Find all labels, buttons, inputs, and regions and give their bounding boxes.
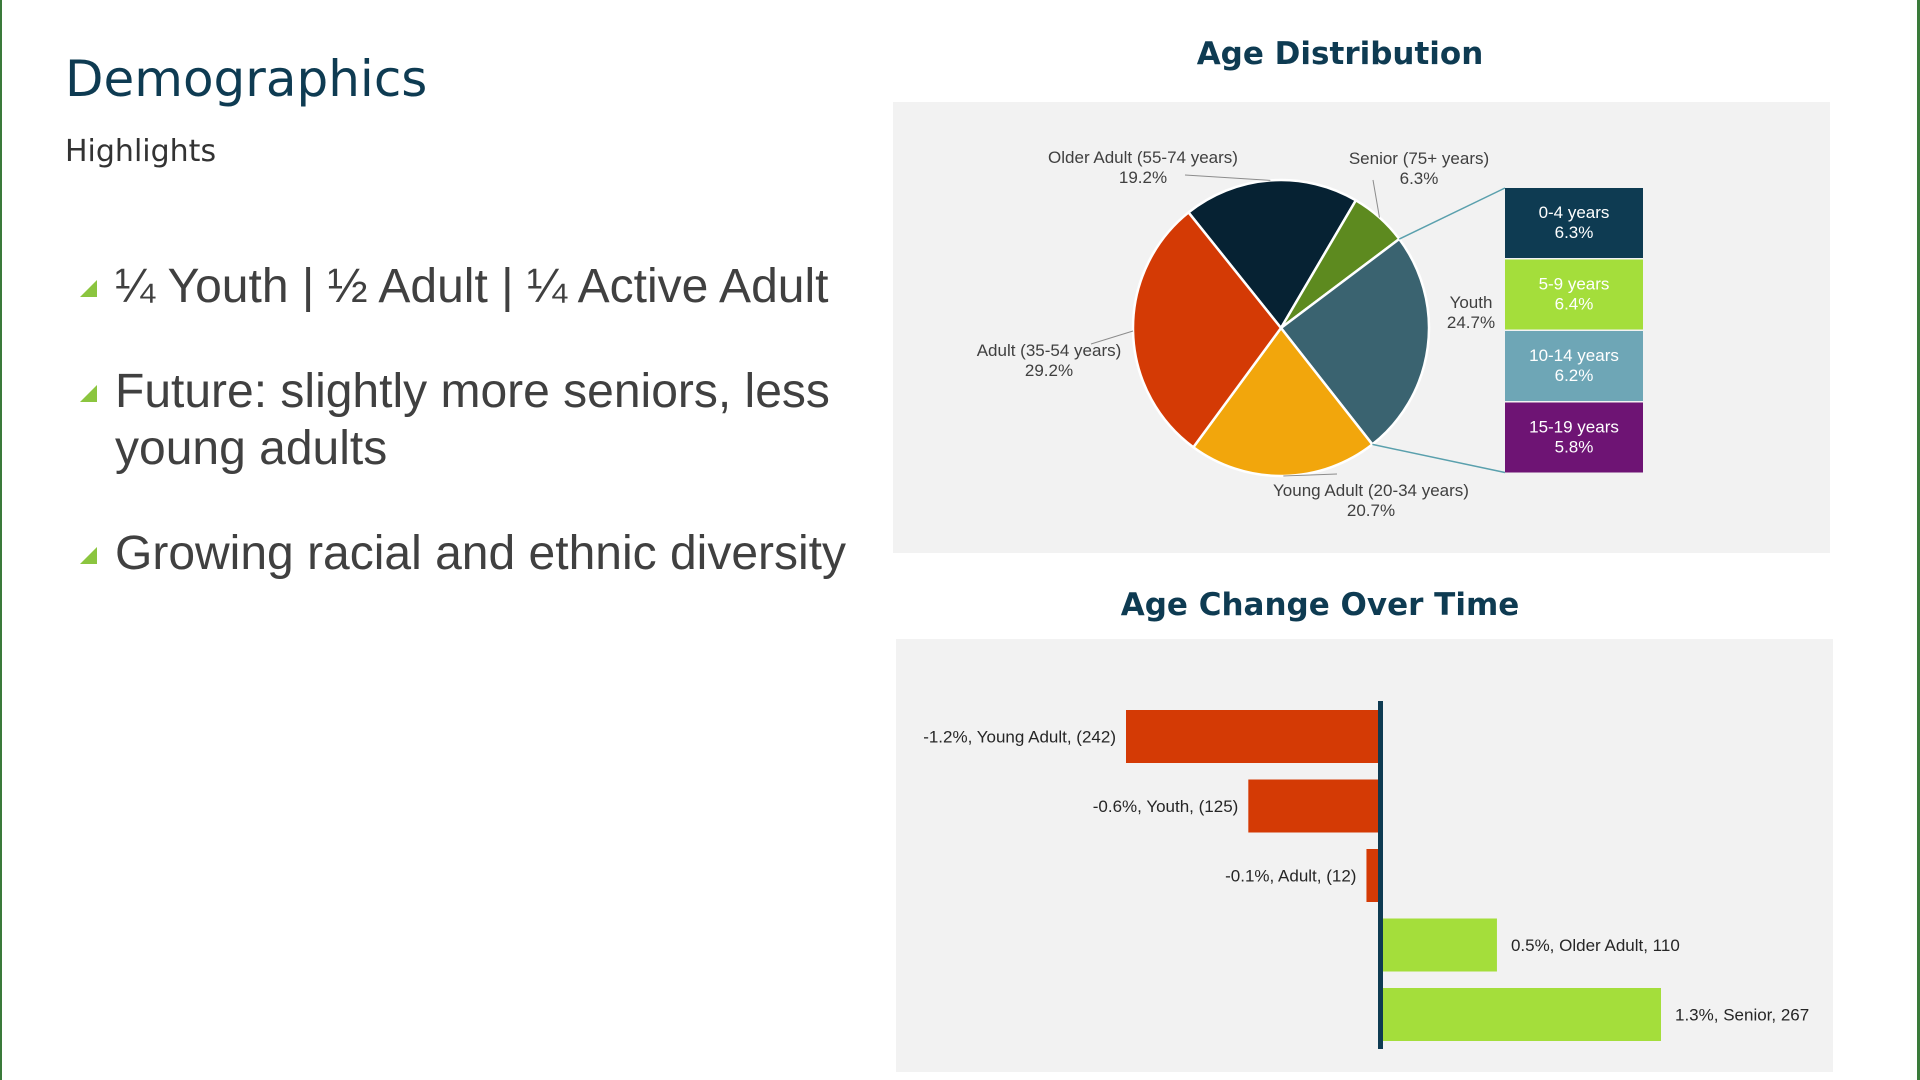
pie-label-name: Young Adult (20-34 years) [1273, 481, 1469, 500]
breakdown-label-value: 6.3% [1555, 223, 1594, 242]
pie-leader-line [1283, 473, 1338, 477]
pie-label-value: 29.2% [1025, 361, 1073, 380]
pie-label-value: 20.7% [1347, 501, 1395, 520]
pie-label-name: Senior (75+ years) [1349, 149, 1489, 168]
bullet-text: Future: slightly more seniors, less youn… [115, 365, 830, 475]
breakdown-box-5-9-years [1505, 259, 1643, 330]
bullet-text: ¼ Youth | ½ Adult | ¼ Active Adult [115, 260, 829, 313]
pie-slice-older-adult-55-74-years [1186, 178, 1358, 331]
breakdown-label-value: 6.4% [1555, 295, 1594, 314]
bar-chart-panel: -1.2%, Young Adult, (242) -0.6%, Youth, (… [896, 639, 1833, 1072]
pie-leader-line [1090, 330, 1134, 345]
breakdown-box-10-14-years [1505, 331, 1643, 401]
bullet-item: Growing racial and ethnic diversity [80, 525, 880, 582]
breakdown-box-0-4-years [1505, 188, 1643, 258]
breakdown-label-name: 5-9 years [1539, 275, 1610, 294]
pie-label-name: Older Adult (55-74 years) [1048, 148, 1238, 167]
bar-adult [1366, 849, 1379, 902]
pie-label-value: 19.2% [1119, 168, 1167, 187]
breakdown-label-name: 15-19 years [1529, 418, 1619, 437]
triangle-bullet-icon [80, 385, 97, 402]
breakdown-label-value: 6.2% [1555, 366, 1594, 385]
breakdown-label-name: 0-4 years [1539, 203, 1610, 222]
slide-title: Demographics [65, 50, 428, 108]
pie-chart-title: Age Distribution [1196, 36, 1484, 72]
triangle-bullet-icon [80, 280, 97, 297]
pie-slice-youth [1279, 237, 1431, 447]
triangle-bullet-icon [80, 547, 97, 564]
bar-data-label: 1.3%, Senior, 267 [1675, 1006, 1809, 1025]
bar-data-label: -0.1%, Adult, (12) [1225, 867, 1356, 886]
bar-data-label: -1.2%, Young Adult, (242) [923, 728, 1116, 747]
bar-chart: -1.2%, Young Adult, (242) -0.6%, Youth, (… [923, 701, 1809, 1049]
bullet-list: ¼ Youth | ½ Adult | ¼ Active Adult Futur… [80, 258, 880, 630]
pie-chart: Older Adult (55-74 years)19.2% Senior (75… [977, 148, 1643, 520]
pie-chart-panel: Older Adult (55-74 years) 19.2% Senior (75… [893, 102, 1830, 553]
breakdown-label-name: 10-14 years [1529, 346, 1619, 365]
pie-label-name: Adult (35-54 years) [977, 341, 1122, 360]
bar-senior [1382, 988, 1661, 1041]
bar-data-label: -0.6%, Youth, (125) [1093, 797, 1239, 816]
pie-leader-line [1372, 179, 1380, 218]
pie-label-value: 24.7% [1447, 313, 1495, 332]
slide-subtitle: Highlights [65, 134, 217, 169]
pie-label-name: Youth [1450, 293, 1493, 312]
bullet-text: Growing racial and ethnic diversity [115, 527, 846, 580]
pie-slice-adult-35-54-years [1131, 210, 1283, 450]
bar-youth [1248, 779, 1379, 833]
bullet-item: Future: slightly more seniors, less youn… [80, 363, 880, 477]
bar-chart-title: Age Change Over Time [1120, 587, 1520, 623]
bar-young-adult [1126, 710, 1379, 763]
bar-older-adult [1382, 918, 1497, 972]
bar-data-label: 0.5%, Older Adult, 110 [1511, 936, 1680, 955]
pie-label-value: 6.3% [1400, 169, 1439, 188]
breakdown-box-15-19-years [1505, 402, 1643, 473]
breakdown-connector-top [1398, 187, 1506, 240]
pie-leader-line [1184, 174, 1271, 181]
right-edge-border [1917, 0, 1920, 1080]
breakdown-connector-bottom [1372, 443, 1506, 474]
breakdown-label-value: 5.8% [1555, 438, 1594, 457]
left-edge-border [0, 0, 2, 1080]
bullet-item: ¼ Youth | ½ Adult | ¼ Active Adult [80, 258, 880, 315]
